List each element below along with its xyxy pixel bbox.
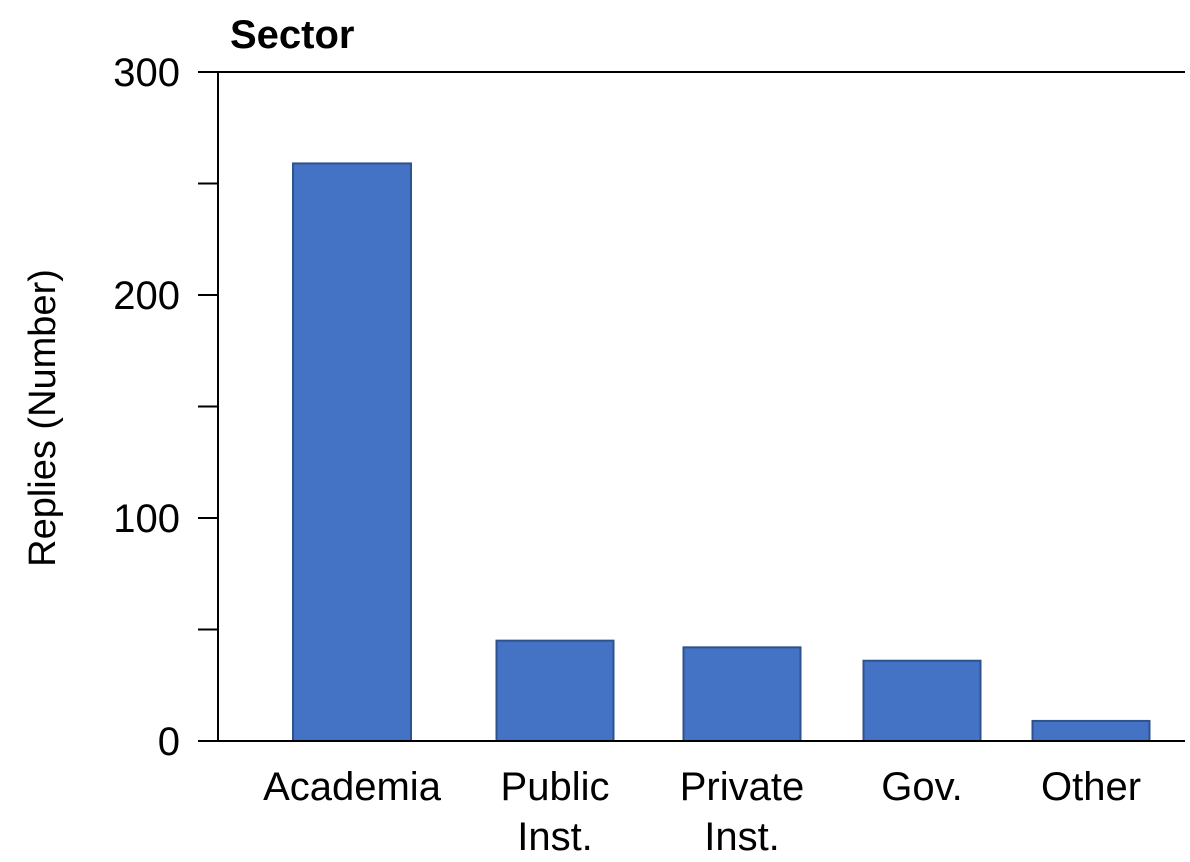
chart-title: Sector <box>230 13 355 57</box>
y-tick-label: 100 <box>113 497 180 541</box>
x-tick-label: Inst. <box>704 815 780 859</box>
bar <box>1031 719 1151 742</box>
y-ticks-group: 0 100 200 300 <box>113 51 218 764</box>
y-axis-label: Replies (Number) <box>22 269 64 567</box>
bar <box>495 639 615 743</box>
y-tick-label: 200 <box>113 274 180 318</box>
bars-group <box>292 162 1151 743</box>
bar <box>292 162 412 742</box>
x-tick-label: Academia <box>263 765 442 809</box>
x-tick-label: Gov. <box>881 765 963 809</box>
x-tick-label: Other <box>1041 765 1141 809</box>
bar <box>682 646 802 743</box>
y-tick-label: 0 <box>158 720 180 764</box>
x-tick-label: Public <box>501 765 610 809</box>
x-tick-label: Private <box>680 765 805 809</box>
x-labels-group: Academia Public Inst. Private Inst. Gov. Other <box>263 765 1141 859</box>
y-tick-label: 300 <box>113 51 180 95</box>
bar <box>862 659 982 742</box>
x-tick-label: Inst. <box>517 815 593 859</box>
